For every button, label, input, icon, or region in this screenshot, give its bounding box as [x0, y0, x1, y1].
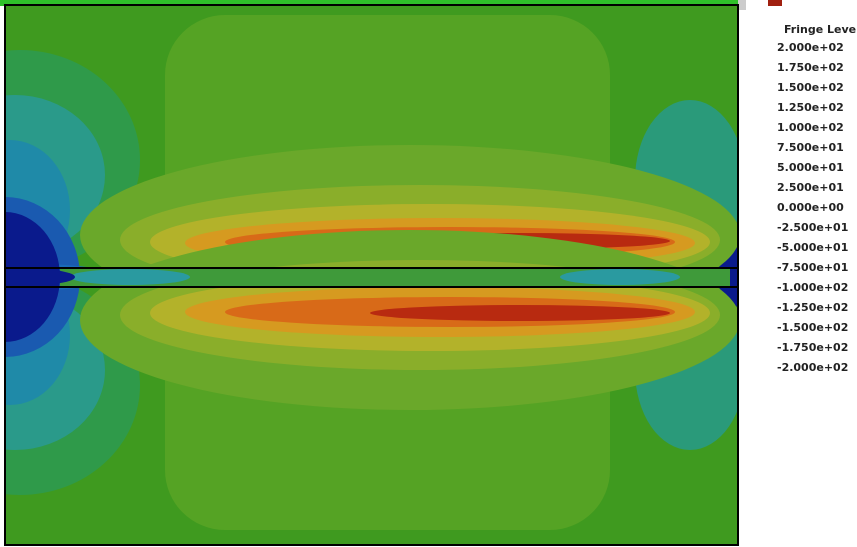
- contour-band: [370, 305, 670, 321]
- legend-level: 5.000e+01: [777, 161, 844, 174]
- legend-level: 1.000e+02: [777, 121, 844, 134]
- legend-level: 1.250e+02: [777, 101, 844, 114]
- legend-level: 0.000e+00: [777, 201, 844, 214]
- legend-swatch-clipped: [768, 0, 782, 6]
- legend-level: -5.000e+01: [777, 241, 848, 254]
- contour-band: [70, 269, 190, 285]
- top-strip: [0, 0, 740, 6]
- legend-level: -7.500e+01: [777, 261, 848, 274]
- legend-level: -2.000e+02: [777, 361, 848, 374]
- contour-band: [5, 267, 75, 287]
- legend-level: -1.750e+02: [777, 341, 848, 354]
- legend-level: 7.500e+01: [777, 141, 844, 154]
- legend-title: Fringe Leve: [784, 23, 856, 36]
- plot-border: [4, 4, 739, 546]
- legend-level: 2.000e+02: [777, 41, 844, 54]
- center-strip: [60, 268, 730, 287]
- legend-level: -1.000e+02: [777, 281, 848, 294]
- legend-level: 1.500e+02: [777, 81, 844, 94]
- legend-level: 2.500e+01: [777, 181, 844, 194]
- legend-level: -1.500e+02: [777, 321, 848, 334]
- contour-plot: [5, 5, 738, 545]
- legend-level: -1.250e+02: [777, 301, 848, 314]
- legend-level: -2.500e+01: [777, 221, 848, 234]
- contour-band: [560, 269, 680, 285]
- legend-level: 1.750e+02: [777, 61, 844, 74]
- scroll-corner: [738, 0, 746, 10]
